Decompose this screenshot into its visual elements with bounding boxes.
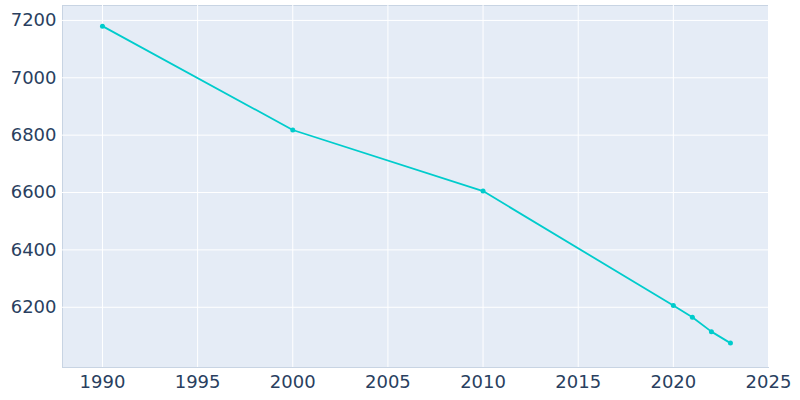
svg-text:2000: 2000 [270,371,316,392]
svg-text:6800: 6800 [11,124,57,145]
svg-text:7000: 7000 [11,67,57,88]
svg-text:1995: 1995 [175,371,221,392]
svg-text:2005: 2005 [365,371,411,392]
svg-text:2010: 2010 [460,371,506,392]
svg-text:6200: 6200 [11,296,57,317]
svg-text:7200: 7200 [11,9,57,30]
svg-text:2015: 2015 [555,371,601,392]
svg-text:6400: 6400 [11,239,57,260]
svg-text:1990: 1990 [80,371,126,392]
svg-text:2025: 2025 [746,371,792,392]
svg-text:2020: 2020 [650,371,696,392]
svg-text:6600: 6600 [11,181,57,202]
